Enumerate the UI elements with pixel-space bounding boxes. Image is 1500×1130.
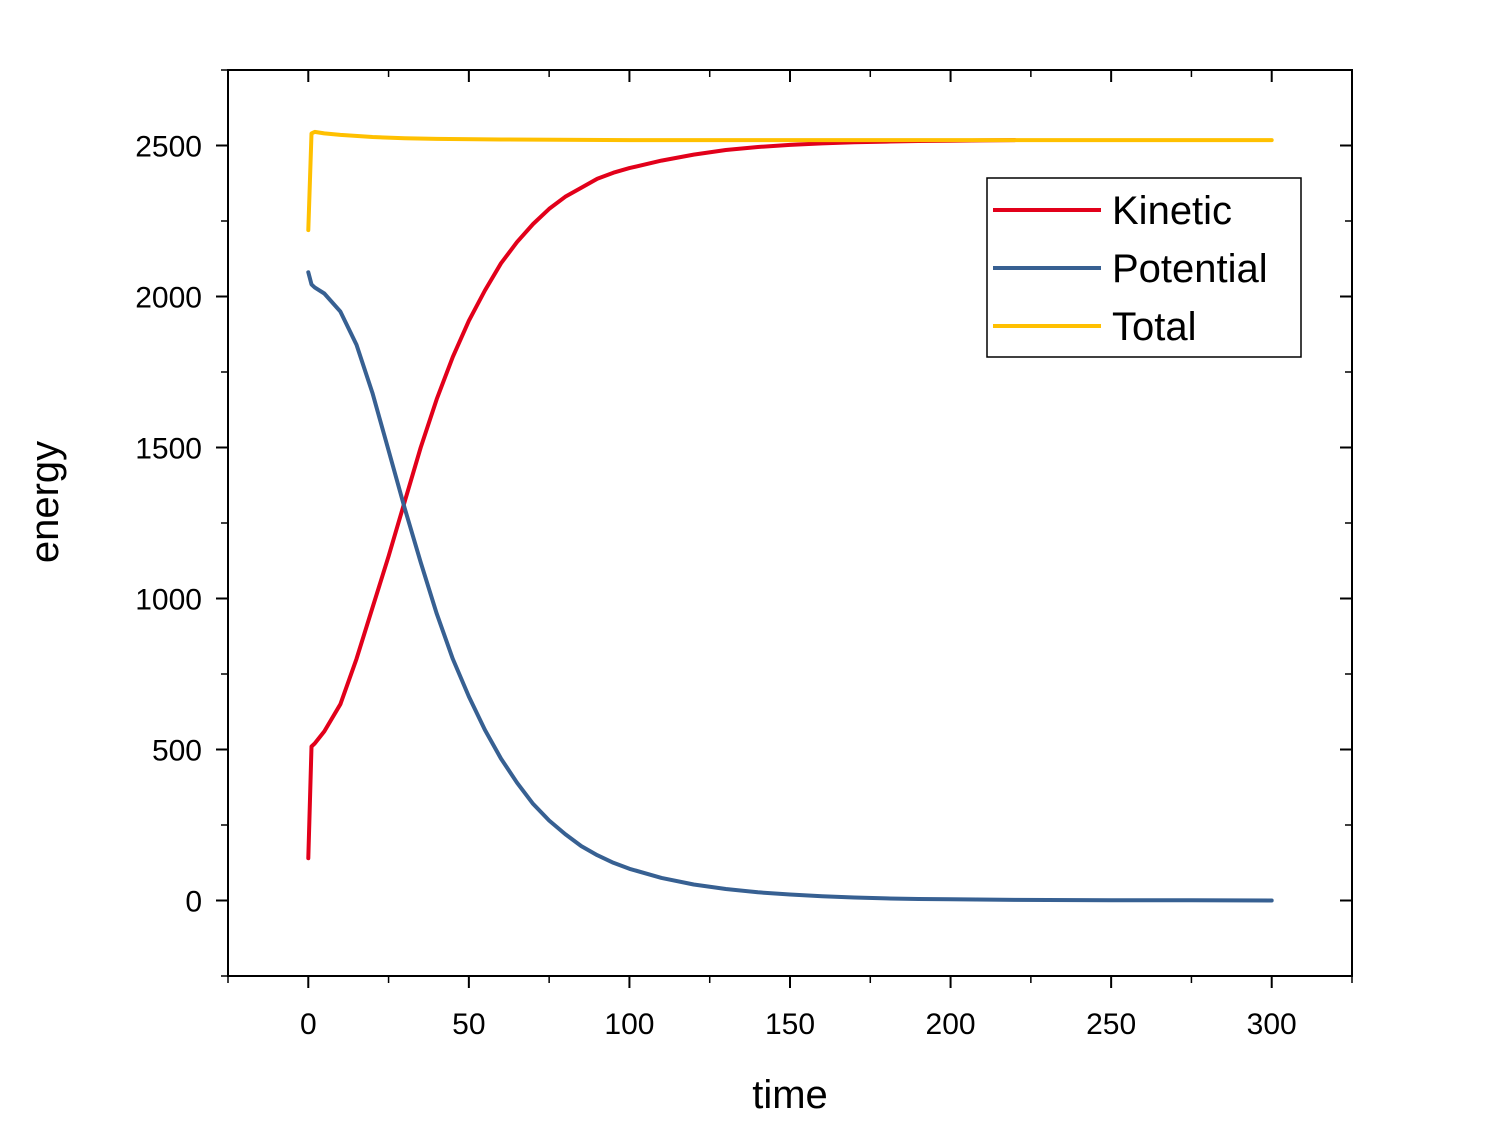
y-tick-labels: 0 500 1000 1500 2000 2500 (135, 131, 202, 919)
series-line-kinetic (306, 138, 1017, 861)
y-axis-title: energy (23, 441, 67, 563)
y-tick-label: 1000 (135, 584, 202, 617)
x-tick-label: 250 (1086, 1008, 1136, 1041)
x-tick-label: 50 (452, 1008, 485, 1041)
legend: Kinetic Potential Total (986, 177, 1302, 358)
series-lines (306, 129, 1274, 903)
x-tick-label: 100 (604, 1008, 654, 1041)
series-line-potential (306, 270, 1274, 903)
x-tick-label: 150 (765, 1008, 815, 1041)
legend-label-kinetic: Kinetic (1112, 189, 1232, 233)
y-tick-label: 500 (152, 735, 202, 768)
plot-area: 0 50 100 150 200 250 300 0 500 1000 1500 2000 2500 (135, 69, 1353, 1041)
x-tick-labels: 0 50 100 150 200 250 300 (300, 1008, 1297, 1041)
legend-label-total: Total (1112, 305, 1197, 349)
y-tick-label: 2500 (135, 131, 202, 164)
x-tick-label: 0 (300, 1008, 317, 1041)
y-tick-label: 1500 (135, 433, 202, 466)
y-tick-label: 2000 (135, 282, 202, 315)
series-line-total (306, 129, 1274, 233)
x-axis-title: time (752, 1073, 828, 1117)
y-tick-label: 0 (185, 886, 202, 919)
legend-label-potential: Potential (1112, 247, 1268, 291)
x-tick-label: 300 (1247, 1008, 1297, 1041)
axis-ticks (216, 69, 1353, 988)
x-tick-label: 200 (926, 1008, 976, 1041)
